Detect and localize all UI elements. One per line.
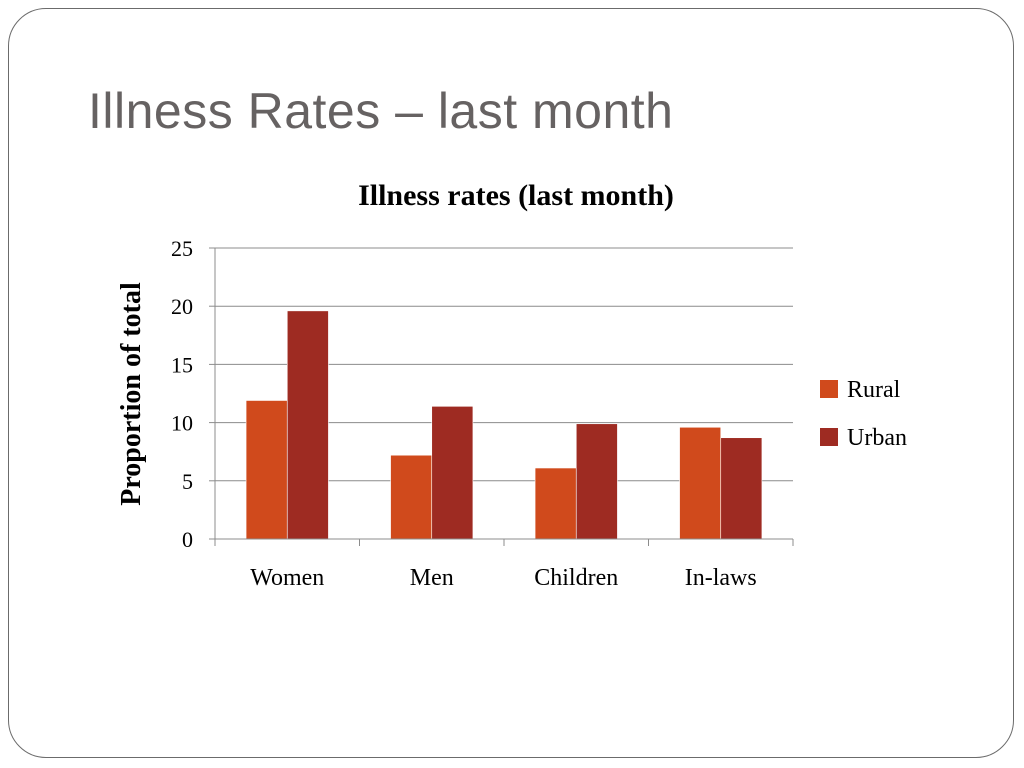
legend-swatch-urban — [820, 428, 838, 446]
legend-label-rural: Rural — [847, 377, 901, 403]
x-tick-label: Men — [410, 565, 454, 591]
y-axis-ticks: 0 5 10 15 20 25 — [171, 236, 215, 552]
bar-rural-children — [534, 467, 577, 540]
y-tick-label: 15 — [171, 352, 193, 377]
bar-rural-men — [390, 454, 433, 540]
y-tick-label: 10 — [171, 411, 193, 436]
y-tick-label: 0 — [182, 527, 193, 552]
slide-title: Illness Rates – last month — [88, 83, 674, 139]
legend: Rural Urban — [820, 377, 907, 451]
x-tick-label: Children — [534, 565, 618, 591]
y-axis-label: Proportion of total — [116, 282, 147, 506]
y-tick-label: 5 — [182, 469, 193, 494]
bar-urban-men — [431, 406, 474, 540]
bar-urban-women — [286, 310, 329, 540]
legend-swatch-rural — [820, 380, 838, 398]
bar-rural-women — [245, 400, 288, 540]
x-axis-labels: Women Men Children In-laws — [250, 565, 757, 591]
bar-urban-children — [575, 423, 618, 540]
bars — [245, 310, 763, 540]
y-tick-label: 25 — [171, 236, 193, 261]
axes — [214, 248, 794, 546]
legend-label-urban: Urban — [847, 425, 907, 451]
chart-title: Illness rates (last month) — [358, 179, 674, 212]
x-tick-label: In-laws — [685, 565, 757, 591]
bar-urban-in-laws — [720, 437, 763, 540]
bar-rural-in-laws — [679, 426, 722, 540]
x-tick-label: Women — [250, 565, 324, 591]
y-tick-label: 20 — [171, 294, 193, 319]
slide-frame — [8, 8, 1014, 758]
